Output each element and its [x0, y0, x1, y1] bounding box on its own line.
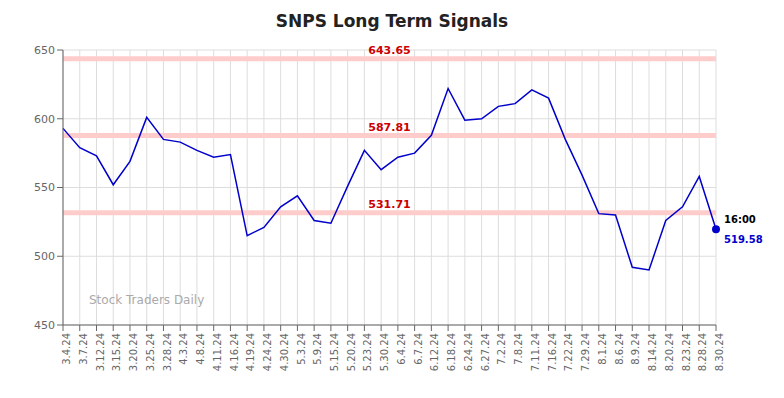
svg-text:4.3.24: 4.3.24 [178, 333, 189, 365]
svg-text:519.58: 519.58 [724, 234, 763, 245]
svg-text:3.4.24: 3.4.24 [61, 333, 72, 365]
svg-text:8.23.24: 8.23.24 [681, 333, 692, 371]
svg-text:8.9.24: 8.9.24 [630, 333, 641, 365]
svg-text:6.7.24: 6.7.24 [413, 333, 424, 365]
svg-text:3.15.24: 3.15.24 [111, 333, 122, 371]
svg-text:4.16.24: 4.16.24 [229, 333, 240, 371]
svg-text:6.12.24: 6.12.24 [429, 333, 440, 371]
svg-text:550: 550 [34, 181, 55, 194]
svg-text:6.4.24: 6.4.24 [396, 333, 407, 365]
svg-text:7.2.24: 7.2.24 [496, 333, 507, 365]
svg-text:643.65: 643.65 [368, 44, 410, 57]
svg-text:8.6.24: 8.6.24 [614, 333, 625, 365]
svg-text:5.15.24: 5.15.24 [329, 333, 340, 371]
svg-text:4.11.24: 4.11.24 [212, 333, 223, 371]
svg-text:4.24.24: 4.24.24 [262, 333, 273, 371]
svg-text:5.9.24: 5.9.24 [312, 333, 323, 365]
svg-text:5.3.24: 5.3.24 [296, 333, 307, 365]
html-text:Stock Traders Daily: Stock Traders Daily [89, 293, 205, 307]
svg-text:7.16.24: 7.16.24 [547, 333, 558, 371]
svg-text:587.81: 587.81 [368, 121, 410, 134]
svg-text:8.1.24: 8.1.24 [597, 333, 608, 365]
svg-text:5.20.24: 5.20.24 [346, 333, 357, 371]
svg-text:16:00: 16:00 [724, 214, 756, 225]
svg-text:3.28.24: 3.28.24 [162, 333, 173, 371]
svg-text:4.30.24: 4.30.24 [279, 333, 290, 371]
svg-text:7.22.24: 7.22.24 [563, 333, 574, 371]
svg-text:500: 500 [34, 250, 55, 263]
svg-text:8.28.24: 8.28.24 [697, 333, 708, 371]
svg-text:8.30.24: 8.30.24 [714, 333, 725, 371]
svg-text:6.27.24: 6.27.24 [480, 333, 491, 371]
svg-text:4.8.24: 4.8.24 [195, 333, 206, 365]
html-text:SNPS Long Term Signals: SNPS Long Term Signals [275, 11, 509, 31]
svg-text:8.20.24: 8.20.24 [664, 333, 675, 371]
svg-text:5.30.24: 5.30.24 [379, 333, 390, 371]
svg-text:3.25.24: 3.25.24 [145, 333, 156, 371]
svg-text:450: 450 [34, 319, 55, 332]
svg-text:7.11.24: 7.11.24 [530, 333, 541, 371]
svg-text:3.12.24: 3.12.24 [95, 333, 106, 371]
svg-text:5.23.24: 5.23.24 [362, 333, 373, 371]
svg-text:600: 600 [34, 113, 55, 126]
svg-text:7.29.24: 7.29.24 [580, 333, 591, 371]
svg-text:8.14.24: 8.14.24 [647, 333, 658, 371]
svg-text:6.18.24: 6.18.24 [446, 333, 457, 371]
svg-text:4.19.24: 4.19.24 [245, 333, 256, 371]
svg-text:3.20.24: 3.20.24 [128, 333, 139, 371]
svg-text:3.7.24: 3.7.24 [78, 333, 89, 365]
svg-text:531.71: 531.71 [368, 198, 410, 211]
svg-text:6.24.24: 6.24.24 [463, 333, 474, 371]
svg-text:650: 650 [34, 44, 55, 57]
svg-text:7.8.24: 7.8.24 [513, 333, 524, 365]
